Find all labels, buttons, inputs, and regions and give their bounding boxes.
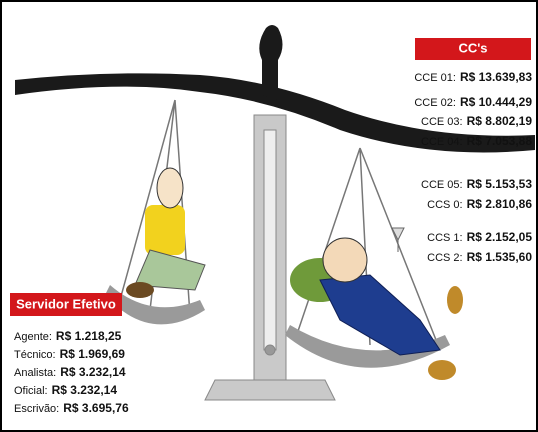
salary-line: Escrivão: R$ 3.695,76 [14,401,129,415]
servidor-header [10,293,122,316]
salary-line: Analista: R$ 3.232,14 [14,365,126,379]
shoe [126,282,154,298]
servidor-title: Servidor Efetivo [16,296,116,311]
cc-title: CC's [458,40,487,55]
salary-value: R$ 3.695,76 [63,401,129,415]
role-label: CCE 03: [421,116,463,128]
salary-value: R$ 2.810,86 [467,197,533,211]
shoe [447,286,463,314]
role-label: Escrivão: [14,403,59,415]
salary-line: CCS 2: R$ 1.535,60 [427,250,532,264]
shoe [428,360,456,380]
shirt [145,205,185,255]
cc-header [415,38,531,60]
salary-line: CCE 04: R$ 7.053,88 [421,134,532,148]
salary-value: R$ 1.535,60 [467,250,533,264]
suit [319,274,441,356]
right-figure [290,227,463,380]
role-label: CCE 04: [421,136,463,148]
salary-line: CCS 0: R$ 2.810,86 [427,197,532,211]
joint [264,344,276,356]
head [156,167,184,209]
beam [15,73,535,153]
salary-line: Agente: R$ 1.218,25 [14,329,122,343]
salary-value: R$ 3.232,14 [52,383,118,397]
scale-stand [204,114,336,401]
role-label: CCS 2: [427,252,462,264]
salary-value: R$ 8.802,19 [467,114,533,128]
role-label: Oficial: [14,385,48,397]
role-label: Agente: [14,331,52,343]
role-label: Técnico: [14,349,56,361]
salary-value: R$ 10.444,29 [460,95,532,109]
salary-line: CCE 02: R$ 10.444,29 [414,95,532,109]
salary-value: R$ 13.639,83 [460,70,532,84]
role-label: CCS 1: [427,232,462,244]
salary-value: R$ 2.152,05 [467,230,533,244]
salary-line: Oficial: R$ 3.232,14 [14,383,117,397]
role-label: Analista: [14,367,56,379]
role-label: CCE 01: [414,72,456,84]
post-inner [263,129,277,351]
role-label: CCS 0: [427,199,462,211]
left-figure [126,167,206,298]
glass [391,227,405,252]
salary-value: R$ 5.153,53 [467,177,533,191]
salary-value: R$ 1.969,69 [60,347,126,361]
salary-value: R$ 7.053,88 [467,134,533,148]
salary-value: R$ 1.218,25 [56,329,122,343]
role-label: CCE 05: [421,179,463,191]
salary-line: CCS 1: R$ 2.152,05 [427,230,532,244]
right-pan [285,325,450,368]
head [322,237,368,283]
legs [134,249,206,291]
left-pan [105,285,205,325]
base [204,379,336,401]
salary-line: CCE 05: R$ 5.153,53 [421,177,532,191]
salary-line: Técnico: R$ 1.969,69 [14,347,125,361]
role-label: CCE 02: [414,97,456,109]
salary-line: CCE 03: R$ 8.802,19 [421,114,532,128]
pivot [259,25,283,100]
salary-value: R$ 3.232,14 [60,365,126,379]
salary-line: CCE 01: R$ 13.639,83 [414,70,532,84]
